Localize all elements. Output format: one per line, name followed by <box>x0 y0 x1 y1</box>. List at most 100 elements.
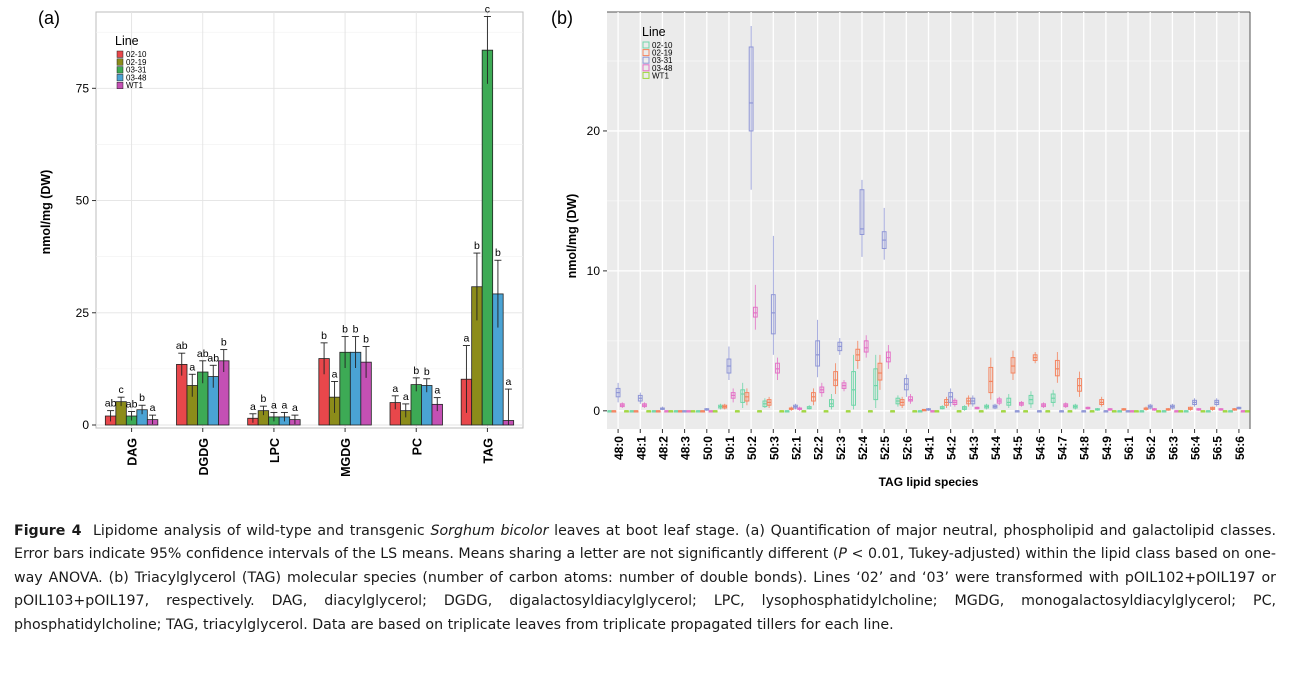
x-tick-label: TAG <box>481 438 495 463</box>
x-tick-label: 48:1 <box>634 436 648 460</box>
caption-p-symbol: P <box>838 546 847 563</box>
legend-title: Line <box>642 25 666 39</box>
significance-letter: a <box>189 361 195 373</box>
x-tick-label: 52:1 <box>789 436 803 460</box>
legend-swatch <box>116 81 124 89</box>
legend-swatch <box>642 49 650 57</box>
box-02-19 <box>877 362 883 381</box>
significance-letter: b <box>221 337 227 349</box>
y-tick-label: 0 <box>82 418 89 432</box>
box-02-19 <box>833 371 839 387</box>
x-tick-label: 56:3 <box>1166 436 1180 460</box>
box-03-31 <box>859 189 865 235</box>
box-02-19 <box>722 404 728 409</box>
legend-swatch <box>642 71 650 79</box>
x-tick-label: 50:1 <box>723 436 737 460</box>
x-tick-label: 54:2 <box>945 436 959 460</box>
x-tick-label: 54:7 <box>1056 436 1070 460</box>
panel-label-b: (b) <box>551 8 573 28</box>
x-tick-label: 54:8 <box>1078 436 1092 460</box>
x-tick-label: LPC <box>268 438 282 463</box>
box-02-19 <box>1010 357 1016 374</box>
x-tick-label: 50:0 <box>701 436 715 460</box>
box-03-48 <box>1018 401 1024 406</box>
legend-label: 03-48 <box>126 73 147 82</box>
box-03-31 <box>948 392 954 403</box>
legend-label: WT1 <box>652 71 669 80</box>
box-03-31 <box>660 407 665 410</box>
significance-letter: ab <box>207 352 219 364</box>
x-tick-label: 56:5 <box>1211 436 1225 460</box>
box-03-31 <box>770 294 776 335</box>
box-03-48 <box>752 306 758 318</box>
box-03-48 <box>885 351 891 363</box>
x-tick-label: DGDG <box>197 438 211 476</box>
box-02-19 <box>988 366 994 394</box>
x-tick-label: 48:3 <box>679 436 693 460</box>
y-tick-label: 75 <box>76 81 90 95</box>
y-tick-label: 10 <box>587 264 601 278</box>
box-02-10 <box>829 399 834 408</box>
box-03-48 <box>863 340 869 353</box>
caption-text-1: Lipidome analysis of wild-type and trans… <box>92 523 431 539</box>
plot-area-a <box>95 11 524 429</box>
significance-letter: a <box>403 391 409 403</box>
x-tick-label: DAG <box>126 438 140 466</box>
x-tick-label: 52:5 <box>878 436 892 460</box>
y-tick-label: 50 <box>76 194 90 208</box>
y-axis-label: nmol/mg (DW) <box>565 194 579 279</box>
significance-letter: b <box>139 392 145 404</box>
y-tick-label: 20 <box>587 124 601 138</box>
x-tick-label: PC <box>410 438 424 455</box>
significance-letter: a <box>150 402 156 414</box>
legend-swatch <box>116 74 124 82</box>
y-tick-label: 25 <box>76 306 90 320</box>
significance-letter: b <box>495 247 501 259</box>
box-03-31 <box>926 408 931 411</box>
x-tick-label: 52:2 <box>812 436 826 460</box>
y-axis-label: nmol/mg (DW) <box>39 170 53 255</box>
box-02-10 <box>851 371 856 406</box>
x-tick-label: 54:1 <box>923 436 937 460</box>
x-tick-label: 50:2 <box>745 436 759 460</box>
significance-letter: a <box>463 333 469 345</box>
significance-letter: a <box>434 385 440 397</box>
box-02-19 <box>1054 359 1060 377</box>
legend-label: 03-48 <box>652 64 673 73</box>
x-tick-label: 56:2 <box>1144 436 1158 460</box>
box-02-10 <box>1006 397 1012 406</box>
significance-letter: a <box>505 376 511 388</box>
x-tick-label: 56:1 <box>1122 436 1136 460</box>
significance-letter: a <box>332 368 338 380</box>
box-02-19 <box>1077 378 1082 392</box>
legend-label: WT1 <box>126 81 143 90</box>
significance-letter: b <box>424 366 430 378</box>
caption-text-3: < 0.01, Tukey-adjusted) within the lipid… <box>14 546 1277 633</box>
figure-caption: Figure 4 Lipidome analysis of wild-type … <box>14 520 1276 637</box>
legend-swatch <box>642 56 650 64</box>
x-tick-label: 50:3 <box>767 436 781 460</box>
significance-letter: c <box>118 384 123 396</box>
legend-label: 03-31 <box>652 56 673 65</box>
x-tick-label: 56:4 <box>1189 436 1203 460</box>
significance-letter: b <box>474 240 480 252</box>
significance-letter: ab <box>126 399 138 411</box>
significance-letter: b <box>342 324 348 336</box>
box-03-31 <box>815 340 821 367</box>
x-tick-label: 48:2 <box>656 436 670 460</box>
bar-03-31 <box>481 49 494 426</box>
legend-swatch <box>116 58 124 66</box>
legend-swatch <box>116 50 124 58</box>
x-tick-label: 52:3 <box>834 436 848 460</box>
significance-letter: b <box>353 324 359 336</box>
x-axis-label: TAG lipid species <box>879 475 979 489</box>
box-02-10 <box>873 368 879 401</box>
y-tick-label: 0 <box>593 404 600 418</box>
legend-label: 02-19 <box>652 49 673 58</box>
legend-label: 02-10 <box>126 50 147 59</box>
x-tick-label: 54:9 <box>1100 436 1114 460</box>
x-tick-label: 52:4 <box>856 436 870 460</box>
x-tick-label: 48:0 <box>612 436 626 460</box>
significance-letter: ab <box>197 348 209 360</box>
significance-letter: a <box>271 399 277 411</box>
